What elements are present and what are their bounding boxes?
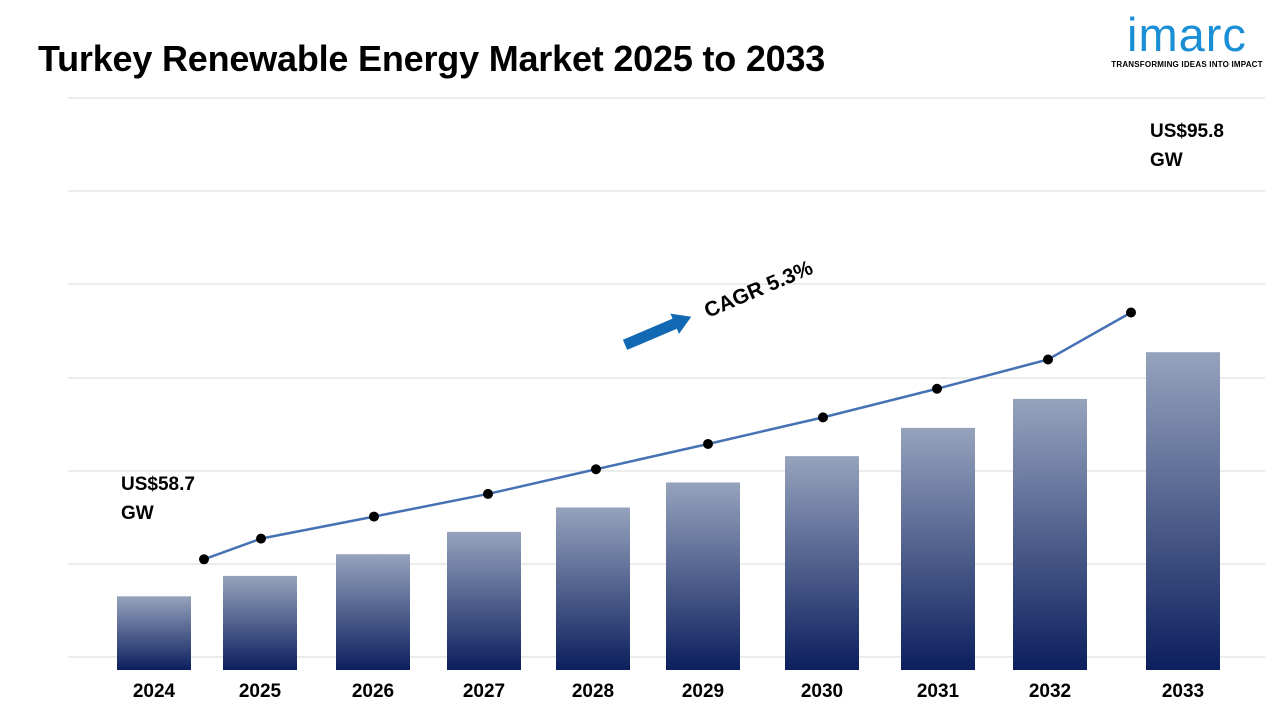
x-tick-label-2027: 2027: [463, 681, 505, 702]
end-value-label: US$95.8: [1150, 121, 1224, 142]
x-tick-label-2029: 2029: [682, 681, 724, 702]
bar-2031: [901, 427, 975, 670]
chart-title: Turkey Renewable Energy Market 2025 to 2…: [38, 38, 826, 79]
bar-2030: [785, 456, 859, 670]
bar-2033: [1146, 352, 1220, 670]
trend-point-2024: [199, 554, 209, 565]
trend-point-2028: [591, 464, 601, 475]
x-tick-label-2030: 2030: [801, 681, 843, 702]
trend-point-2032: [1043, 354, 1053, 365]
cagr-arrow-icon: [622, 313, 692, 350]
bar-2029: [666, 482, 740, 670]
logo-tagline: TRANSFORMING IDEAS INTO IMPACT: [1111, 60, 1263, 69]
bars: [117, 352, 1220, 670]
x-tick-label-2033: 2033: [1162, 681, 1204, 702]
trend-point-2031: [932, 383, 942, 394]
x-tick-label-2028: 2028: [572, 681, 614, 702]
trend-line-group: [199, 307, 1136, 565]
x-tick-label-2025: 2025: [239, 681, 282, 702]
trend-point-2027: [483, 488, 493, 499]
bar-2024: [117, 596, 191, 670]
bar-2028: [556, 507, 630, 670]
trend-point-2033: [1126, 307, 1136, 318]
bar-2027: [447, 531, 521, 670]
trend-point-2030: [818, 412, 828, 423]
imarc-logo: imarc TRANSFORMING IDEAS INTO IMPACT: [1102, 6, 1272, 69]
trend-point-2026: [369, 511, 379, 522]
bar-2026: [336, 554, 410, 670]
start-value-unit: GW: [121, 503, 154, 524]
trend-point-2025: [256, 533, 266, 544]
bar-2032: [1013, 398, 1087, 670]
x-tick-label-2024: 2024: [133, 681, 176, 702]
x-tick-label-2031: 2031: [917, 681, 960, 702]
start-value-label: US$58.7: [121, 474, 195, 495]
x-axis-tick-labels: 2024 2025 2026 2027 2028 2029 2030 2031 2032 2033: [133, 681, 1204, 702]
trend-point-2029: [703, 438, 713, 449]
trend-line: [203, 311, 1132, 561]
bar-2025: [223, 575, 297, 670]
x-tick-label-2032: 2032: [1029, 681, 1071, 702]
logo-wordmark: imarc: [1127, 8, 1247, 61]
end-value-unit: GW: [1150, 150, 1183, 171]
x-tick-label-2026: 2026: [352, 681, 394, 702]
cagr-label: CAGR 5.3%: [701, 256, 817, 322]
